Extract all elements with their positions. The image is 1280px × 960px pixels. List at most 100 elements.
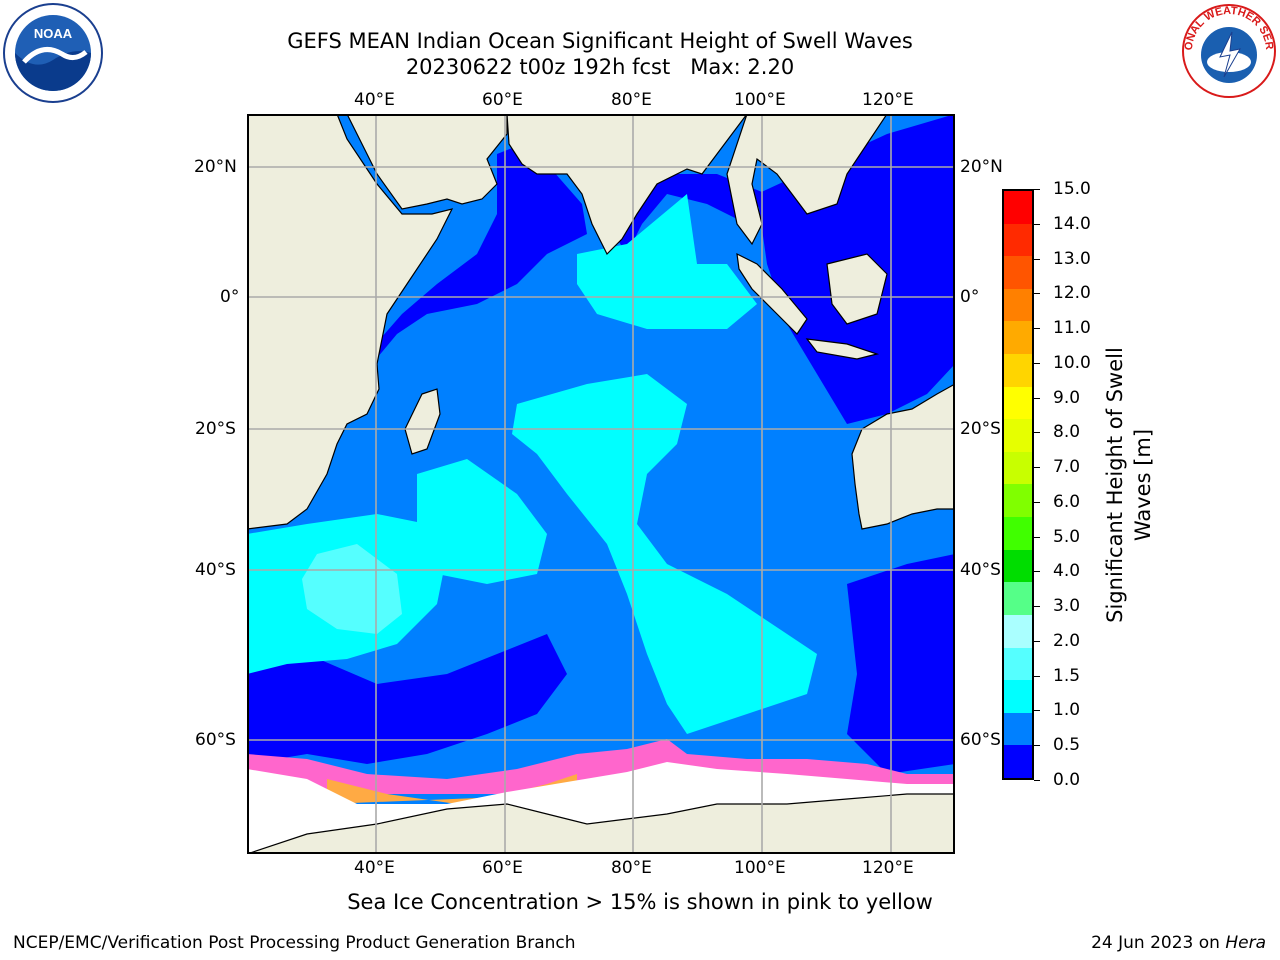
colorbar-tick-mark <box>1034 675 1040 677</box>
colorbar-tick-mark <box>1034 467 1040 469</box>
map-frame <box>247 114 955 854</box>
colorbar-tick-mark <box>1034 710 1040 712</box>
colorbar-swatch <box>1004 647 1032 681</box>
colorbar-tick-label: 0.5 <box>1053 735 1081 756</box>
colorbar-swatch <box>1004 256 1032 289</box>
borneo-landmass <box>826 253 888 325</box>
lat-label-right-60s: 60°S <box>960 730 1001 750</box>
colorbar-tick-label: 0.0 <box>1053 770 1081 790</box>
colorbar-ticks: 15.0 14.0 13.0 12.0 11.0 10.0 9.0 8.0 7.0 6.0 5.0 4… <box>1034 179 1104 791</box>
colorbar-tick-mark <box>1034 328 1040 330</box>
colorbar-tick-mark <box>1034 397 1040 399</box>
lat-label-right-20n: 20°N <box>960 157 1003 177</box>
colorbar-tick-mark <box>1034 258 1040 260</box>
swell-low-south <box>247 634 567 764</box>
colorbar-tick-label: 1.0 <box>1053 700 1081 721</box>
colorbar-swatch <box>1004 321 1032 355</box>
java-landmass <box>805 338 880 360</box>
colorbar <box>1002 189 1034 780</box>
footer-machine: Hera <box>1225 933 1266 953</box>
colorbar-tick-mark <box>1034 745 1040 747</box>
lat-label-left-20n: 20°N <box>194 157 237 177</box>
colorbar-tick-label: 9.0 <box>1053 387 1081 408</box>
swell-mid-west <box>417 459 547 584</box>
swell-mid-equatorial <box>577 194 757 329</box>
footer-date-text: 24 Jun 2023 on <box>1091 933 1226 953</box>
lat-label-left-60s: 60°S <box>195 730 236 750</box>
swell-high-patch <box>302 544 402 634</box>
colorbar-tick-mark <box>1034 223 1040 225</box>
india-landmass <box>506 114 748 256</box>
colorbar-swatch <box>1004 223 1032 257</box>
title-line-1: GEFS MEAN Indian Ocean Significant Heigh… <box>287 29 913 53</box>
colorbar-tick-label: 15.0 <box>1053 179 1091 199</box>
colorbar-tick-label: 10.0 <box>1053 352 1091 373</box>
colorbar-tick-label: 6.0 <box>1053 491 1081 512</box>
lon-label-top-40e: 40°E <box>354 90 395 110</box>
colorbar-tick-label: 2.0 <box>1053 630 1081 651</box>
colorbar-tick-label: 11.0 <box>1053 318 1091 339</box>
colorbar-tick-mark <box>1034 571 1040 573</box>
colorbar-swatch <box>1004 354 1032 387</box>
lon-label-top-100e: 100°E <box>734 90 786 110</box>
colorbar-tick-label: 12.0 <box>1053 283 1091 304</box>
sea-ice-caption: Sea Ice Concentration > 15% is shown in … <box>347 890 933 914</box>
colorbar-label-line-1: Significant Height of Swell <box>1103 347 1127 623</box>
colorbar-swatch <box>1004 614 1032 648</box>
colorbar-label-line-2: Waves [m] <box>1131 428 1155 542</box>
footer-branch: NCEP/EMC/Verification Post Processing Pr… <box>13 933 576 953</box>
colorbar-tick-label: 4.0 <box>1053 561 1081 582</box>
colorbar-tick-label: 14.0 <box>1053 213 1091 234</box>
lon-label-top-60e: 60°E <box>482 90 523 110</box>
nws-logo: NATIONAL WEATHER SERVICE <box>1176 0 1278 100</box>
swell-mid-central <box>512 374 817 734</box>
colorbar-tick-label: 1.5 <box>1053 665 1081 686</box>
colorbar-tick-mark <box>1034 189 1040 190</box>
lon-label-bottom-40e: 40°E <box>354 858 395 878</box>
colorbar-swatch <box>1004 419 1032 452</box>
southeast-asia-landmass <box>726 114 888 246</box>
swell-low-southeast <box>847 554 955 774</box>
noaa-logo: NOAA <box>2 2 104 104</box>
lon-label-top-80e: 80°E <box>611 90 652 110</box>
lon-label-bottom-80e: 80°E <box>611 858 652 878</box>
colorbar-swatch <box>1004 517 1032 550</box>
max-label: Max: 2.20 <box>690 55 795 79</box>
lon-label-bottom-100e: 100°E <box>734 858 786 878</box>
lat-label-right-20s: 20°S <box>960 419 1001 439</box>
colorbar-swatch <box>1004 288 1032 322</box>
lon-label-bottom-120e: 120°E <box>862 858 914 878</box>
title-line-2: 20230622 t00z 192h fcst Max: 2.20 <box>0 54 1200 80</box>
colorbar-tick-label: 13.0 <box>1053 248 1091 269</box>
colorbar-swatch <box>1004 451 1032 485</box>
lon-label-bottom-60e: 60°E <box>482 858 523 878</box>
colorbar-swatch <box>1004 484 1032 518</box>
colorbar-tick-mark <box>1034 362 1040 364</box>
colorbar-swatch <box>1004 582 1032 615</box>
colorbar-swatch <box>1004 680 1032 713</box>
colorbar-tick-mark <box>1034 432 1040 434</box>
sumatra-landmass <box>736 252 808 335</box>
colorbar-tick-mark <box>1034 293 1040 295</box>
colorbar-swatch <box>1004 191 1032 224</box>
arabia-landmass <box>346 114 508 210</box>
australia-landmass <box>851 383 955 530</box>
colorbar-tick-label: 3.0 <box>1053 596 1081 617</box>
forecast-label: 20230622 t00z 192h fcst <box>405 55 671 79</box>
colorbar-tick-mark <box>1034 606 1040 608</box>
lat-label-right-40s: 40°S <box>960 560 1001 580</box>
colorbar-tick-mark <box>1034 780 1040 781</box>
lat-label-left-0: 0° <box>220 287 240 307</box>
graticule <box>247 114 955 854</box>
colorbar-swatch <box>1004 712 1032 746</box>
colorbar-tick-label: 5.0 <box>1053 526 1081 547</box>
colorbar-tick-label: 7.0 <box>1053 457 1081 478</box>
colorbar-tick-mark <box>1034 536 1040 538</box>
lat-label-left-40s: 40°S <box>195 560 236 580</box>
noaa-logo-text: NOAA <box>34 26 73 41</box>
colorbar-swatch <box>1004 745 1032 778</box>
colorbar-swatch <box>1004 549 1032 583</box>
colorbar-tick-mark <box>1034 501 1040 503</box>
lat-label-right-0: 0° <box>960 287 980 307</box>
antarctica-landmass <box>247 793 955 854</box>
